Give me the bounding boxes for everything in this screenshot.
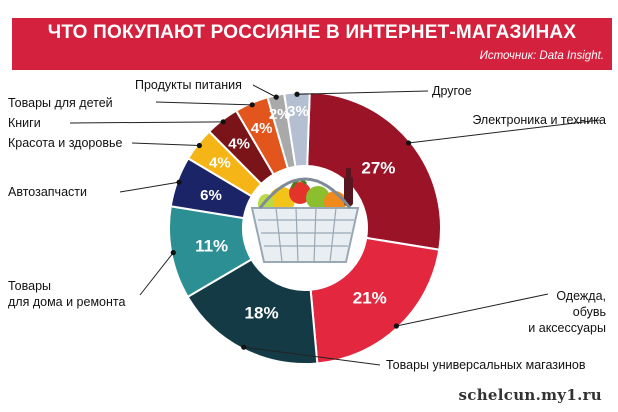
header-background: [12, 18, 612, 70]
callout-line: [396, 293, 549, 327]
callout-line: [155, 101, 253, 106]
callout-line: [139, 252, 174, 296]
callout-dot: [249, 102, 255, 108]
callout-line: [252, 84, 277, 98]
slice-value-label: 18%: [245, 303, 279, 322]
callout-line: [297, 90, 429, 95]
callout-dot: [241, 344, 247, 350]
category-label: Товары для дома и ремонта: [8, 279, 125, 309]
category-label: Электроника и техника: [472, 113, 606, 127]
header-banner: ЧТО ПОКУПАЮТ РОССИЯНЕ В ИНТЕРНЕТ-МАГАЗИН…: [0, 0, 618, 72]
category-label: Другое: [432, 84, 472, 98]
category-label: Книги: [8, 116, 41, 130]
slice-value-label: 21%: [353, 288, 387, 307]
callout-dot: [176, 179, 182, 185]
slice-value-label: 11%: [195, 236, 228, 255]
callout-line: [408, 119, 601, 144]
callout-line: [131, 142, 200, 147]
slice-value-label: 2%: [269, 106, 291, 123]
slice-value-label: 6%: [200, 187, 222, 204]
category-label: Товары универсальных магазинов: [386, 358, 586, 372]
callouts: Электроника и техника Одежда, обувь и аксес…: [8, 78, 606, 372]
chart-title: ЧТО ПОКУПАЮТ РОССИЯНЕ В ИНТЕРНЕТ-МАГАЗИН…: [47, 22, 577, 43]
callout-dot: [220, 119, 226, 125]
slice-value-label: 4%: [209, 155, 231, 172]
category-label: Автозапчасти: [8, 185, 87, 199]
shopping-basket-icon: [243, 166, 367, 290]
callout-dot: [196, 142, 203, 149]
category-label: Красота и здоровье: [8, 136, 122, 150]
slice-labels: 27%21%18%11%6%4%4%4%2%3%: [195, 103, 395, 322]
category-label: Продукты питания: [135, 78, 242, 92]
category-label: Товары для детей: [8, 96, 113, 110]
category-label: Одежда, обувь и аксессуары: [528, 289, 606, 335]
callout-dot: [170, 250, 176, 256]
callout-line: [243, 346, 381, 366]
callout-line: [69, 121, 224, 124]
callout-dot: [294, 91, 300, 97]
callout-dot: [393, 323, 399, 329]
slice-value-label: 27%: [361, 159, 395, 178]
slice-value-label: 4%: [228, 135, 250, 152]
slice-value-label: 3%: [287, 103, 309, 120]
slice-value-label: 4%: [251, 120, 273, 137]
callout-dot: [405, 140, 412, 146]
callout-line: [119, 181, 180, 193]
callout-dot: [273, 94, 279, 100]
watermark: schelcun.my1.ru: [458, 386, 602, 404]
source-note: Источник: Data Insight.: [479, 50, 604, 62]
